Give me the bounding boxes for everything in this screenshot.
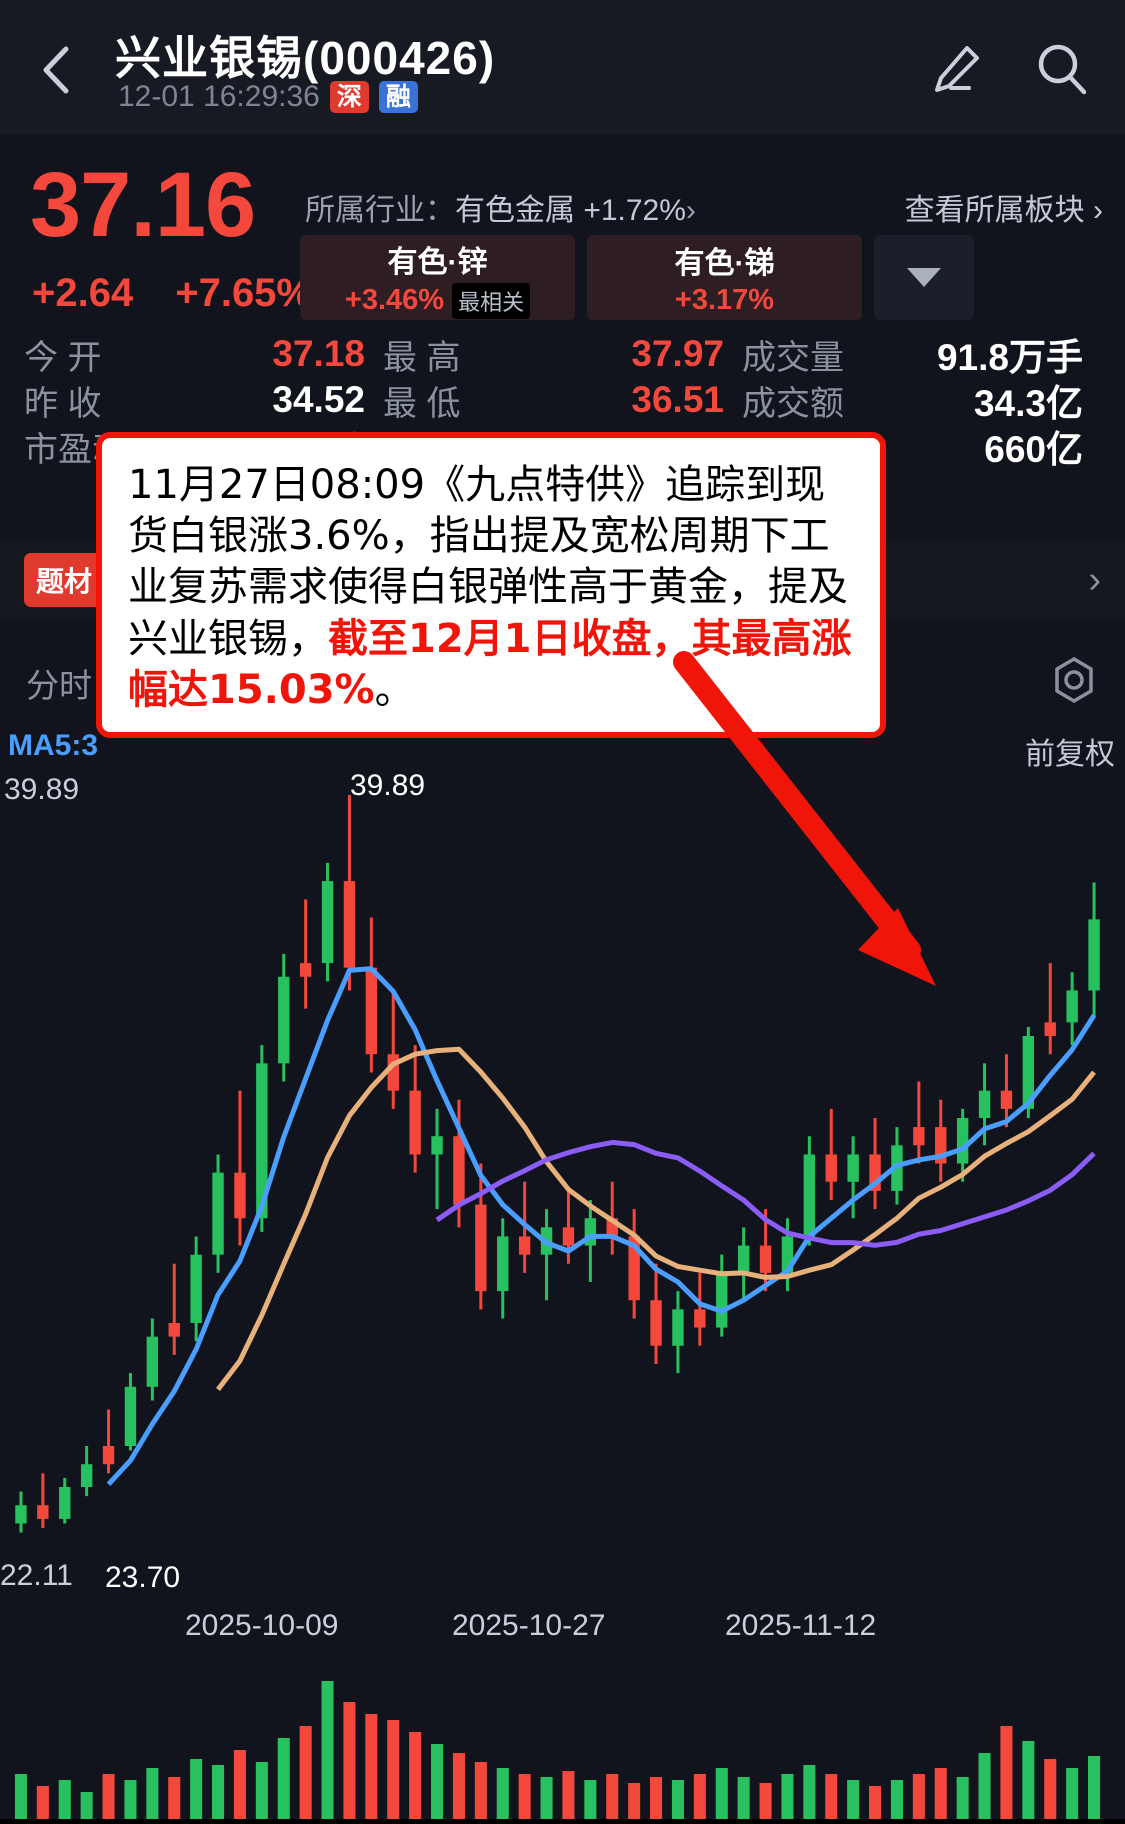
stat-cell: 成交额 34.3亿 [742,377,1101,424]
tab-fenshi[interactable]: 分时 [26,666,92,704]
annotation-line2: 白银涨3.6%，指出提及宽松周期下工业复 [128,513,830,611]
kline-canvas [15,795,1100,1533]
stat-cell: 昨 收 34.52 [24,377,383,423]
margin-tag: 融 [378,80,418,114]
sector-expand-button[interactable] [874,235,974,320]
quote-timestamp: 12-01 16:29:36 [118,80,320,113]
sector-card[interactable]: 有色·锑 +3.17% [587,235,862,320]
x-tick: 2025-10-09 [185,1609,339,1642]
page-title: 兴业银锡(000426) [115,32,496,84]
sector-card[interactable]: 有色·锌 +3.46% 最相关 [300,235,575,320]
stat-value: 91.8万手 [936,337,1083,378]
ma-legend: MA5:3 [8,729,99,762]
stat-value: 660亿 [984,429,1083,470]
volume-chart[interactable] [0,1665,1125,1819]
period-high-label: 39.89 [350,769,426,802]
period-low-label: 23.70 [105,1561,181,1594]
last-price: 37.16 [30,154,256,256]
market-tag-shenzhen: 深 [329,80,369,114]
sector-pct-row: +3.17% [675,284,774,317]
annotation-period: 。 [374,666,415,713]
most-relevant-badge: 最相关 [452,282,531,319]
back-chevron-icon[interactable] [36,44,78,96]
annotation-text: 11月27日08:09《九点特供》追踪到现货白银涨3.6%，指出提及宽松周期下工… [128,460,854,716]
sector-card-row: 有色·锌 +3.46% 最相关 有色·锑 +3.17% [300,235,974,320]
kline-chart[interactable]: MA5:3 前复权 39.89 22.11 39.89 23.70 2025-1… [0,725,1125,1665]
quote-panel: 37.16 +2.64 +7.65% 所属行业：有色金属 +1.72%› 查看所… [0,135,1125,470]
stat-cell: 最 低 36.51 [383,377,742,423]
sector-name: 有色·锑 [674,247,775,280]
change-absolute: +2.64 [32,271,134,315]
x-tick: 2025-11-12 [725,1609,877,1642]
x-axis-labels: 2025-10-09 2025-10-27 2025-11-12 [0,1609,1125,1653]
annotation-line4: 银锡， [208,615,328,662]
quote-timestamp-row: 12-01 16:29:36 深 融 [118,80,418,114]
annotation-callout: 11月27日08:09《九点特供》追踪到现货白银涨3.6%，指出提及宽松周期下工… [96,432,886,738]
stat-value: 34.3亿 [973,383,1083,424]
stat-value: 34.52 [272,379,365,420]
volume-canvas [14,1681,1101,1819]
stat-key: 昨 收 [24,384,102,423]
annotation-line1: 11月27日08:09《九点特供》追踪到现货 [128,462,826,560]
industry-chevron-icon: › [685,194,696,227]
industry-label: 所属行业： [305,194,455,227]
search-icon[interactable] [1033,40,1091,105]
stat-value: 37.18 [272,333,365,374]
stat-value: 37.97 [631,333,724,374]
app-header: 兴业银锡(000426) 12-01 16:29:36 深 融 [0,0,1125,135]
stat-key: 成交量 [742,338,844,377]
adjust-label[interactable]: 前复权 [1025,738,1115,771]
sector-pct-row: +3.46% 最相关 [344,282,531,319]
sector-name: 有色·锌 [387,245,488,279]
stat-key: 最 低 [383,384,461,423]
stat-cell: 今 开 37.18 [24,331,383,377]
stat-value: 36.51 [631,379,724,420]
stat-key: 最 高 [383,338,461,377]
header-actions [925,40,1091,105]
stat-key: 今 开 [24,338,102,377]
change-percent: +7.65% [175,271,312,315]
sector-change: +3.46% [344,284,445,316]
y-axis-min: 22.11 [0,1559,73,1592]
x-tick: 2025-10-27 [452,1609,606,1642]
view-plate-link[interactable]: 查看所属板块 › [904,194,1103,227]
industry-name: 有色金属 +1.72% [455,194,686,227]
chevron-down-icon [907,268,941,287]
pencil-icon[interactable] [925,40,983,105]
annotation-line3: 苏需求使得白银弹性高于黄金，提及兴业 [128,564,848,662]
stat-cell: 成交量 91.8万手 [742,331,1101,378]
sector-change: +3.17% [674,284,775,316]
chevron-right-icon: › [1088,558,1101,601]
stat-key: 成交额 [742,384,844,423]
y-axis-max: 39.89 [4,773,80,806]
chart-settings-icon[interactable] [1049,655,1099,710]
news-category-badge: 题材 [24,553,105,607]
annotation-highlight-pct: 15.03% [208,666,375,713]
change-row: +2.64 +7.65% [32,271,312,316]
stat-cell: 最 高 37.97 [383,331,742,377]
industry-link[interactable]: 所属行业：有色金属 +1.72%› [305,185,696,229]
